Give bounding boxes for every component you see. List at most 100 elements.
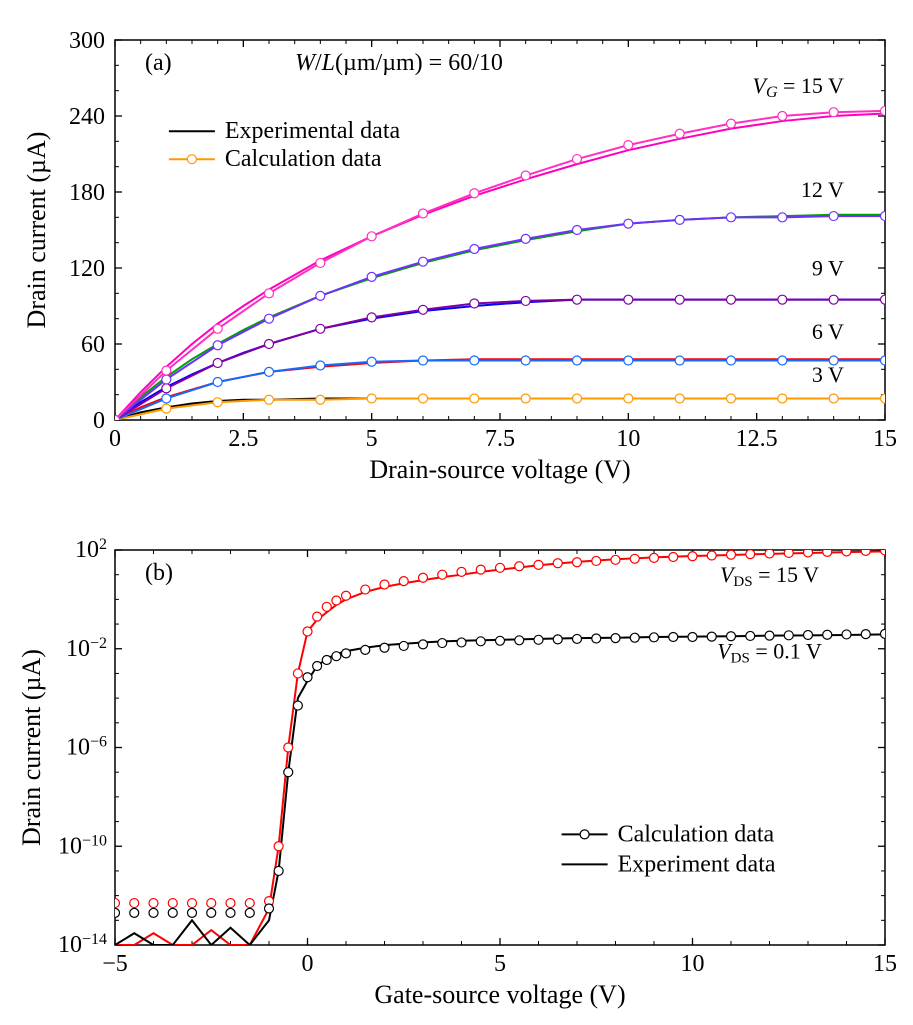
- series-marker-calc_9V: [829, 295, 838, 304]
- series-line-exp_12V: [115, 215, 885, 420]
- legend-marker: [580, 830, 589, 839]
- series-marker-calc_vds15: [611, 555, 620, 564]
- series-marker-calc_vds01: [284, 768, 293, 777]
- series-marker-calc_vds15: [284, 743, 293, 752]
- series-marker-calc_15V: [213, 324, 222, 333]
- series-marker-calc_vds15: [650, 553, 659, 562]
- series-marker-calc_12V: [265, 314, 274, 323]
- series-marker-calc_vds15: [342, 591, 351, 600]
- series-line-calc_6V: [115, 360, 885, 420]
- series-line-calc_12V: [115, 216, 885, 420]
- series-marker-calc_vds01: [226, 908, 235, 917]
- series-marker-calc_9V: [624, 295, 633, 304]
- series-marker-calc_6V: [367, 357, 376, 366]
- series-marker-calc_12V: [624, 219, 633, 228]
- series-marker-calc_vds15: [746, 550, 755, 559]
- series-marker-calc_vds15: [226, 899, 235, 908]
- series-marker-calc_3V: [624, 394, 633, 403]
- ytick-label: 10−6: [66, 734, 107, 761]
- series-marker-calc_vds15: [313, 612, 322, 621]
- panel-a-tag: (a): [145, 50, 172, 76]
- series-marker-calc_vds15: [515, 562, 524, 571]
- series-marker-calc_vds01: [111, 908, 120, 917]
- series-marker-calc_vds15: [727, 550, 736, 559]
- panel-b: −505101510−1410−1010−610−2102Gate-source…: [17, 536, 897, 1009]
- series-marker-calc_vds01: [245, 908, 254, 917]
- series-marker-calc_3V: [367, 394, 376, 403]
- series-marker-calc_vds15: [111, 899, 120, 908]
- series-marker-calc_15V: [829, 108, 838, 117]
- ytick-label: 180: [69, 180, 105, 206]
- series-marker-calc_vds01: [496, 636, 505, 645]
- series-marker-calc_9V: [470, 299, 479, 308]
- series-marker-calc_vds15: [496, 563, 505, 572]
- series-marker-calc_vds01: [130, 908, 139, 917]
- series-vg-label: 6 V: [812, 319, 844, 344]
- series-marker-calc_6V: [573, 356, 582, 365]
- series-marker-calc_9V: [521, 296, 530, 305]
- panel-b-plot: [111, 546, 890, 945]
- series-marker-calc_3V: [675, 394, 684, 403]
- series-marker-calc_vds15: [842, 547, 851, 556]
- series-marker-calc_vds01: [361, 645, 370, 654]
- series-marker-calc_vds01: [650, 633, 659, 642]
- series-marker-calc_vds15: [188, 899, 197, 908]
- panel-a-xlabel: Drain-source voltage (V): [369, 455, 630, 484]
- series-marker-calc_12V: [778, 213, 787, 222]
- series-marker-calc_6V: [778, 356, 787, 365]
- series-marker-calc_vds01: [303, 673, 312, 682]
- legend-label: Experimental data: [225, 118, 401, 144]
- series-marker-calc_3V: [573, 394, 582, 403]
- series-marker-calc_vds01: [274, 866, 283, 875]
- series-marker-calc_vds01: [881, 629, 890, 638]
- series-marker-calc_15V: [881, 106, 890, 115]
- series-marker-calc_3V: [829, 394, 838, 403]
- series-marker-calc_vds01: [573, 634, 582, 643]
- series-marker-calc_vds15: [274, 842, 283, 851]
- series-marker-calc_vds01: [265, 904, 274, 913]
- series-marker-calc_15V: [778, 112, 787, 121]
- series-marker-calc_6V: [419, 356, 428, 365]
- panel-a: 02.557.51012.515060120180240300Drain-sou…: [22, 28, 897, 484]
- series-marker-calc_12V: [367, 272, 376, 281]
- series-marker-calc_9V: [727, 295, 736, 304]
- xtick-label: 2.5: [228, 426, 258, 452]
- series-marker-calc_3V: [521, 394, 530, 403]
- series-marker-calc_12V: [829, 212, 838, 221]
- series-marker-calc_vds01: [207, 908, 216, 917]
- series-marker-calc_vds15: [361, 585, 370, 594]
- series-marker-calc_12V: [316, 291, 325, 300]
- series-marker-calc_vds01: [669, 632, 678, 641]
- series-marker-calc_vds15: [688, 552, 697, 561]
- series-marker-calc_vds15: [322, 602, 331, 611]
- series-marker-calc_vds15: [804, 548, 813, 557]
- series-marker-calc_12V: [727, 213, 736, 222]
- series-marker-calc_12V: [675, 215, 684, 224]
- series-line-exp_vds15: [115, 551, 885, 945]
- xtick-label: 5: [494, 951, 506, 977]
- series-marker-calc_6V: [881, 356, 890, 365]
- series-marker-calc_15V: [316, 258, 325, 267]
- series-marker-calc_6V: [316, 361, 325, 370]
- series-marker-calc_15V: [470, 189, 479, 198]
- figure-root: 02.557.51012.515060120180240300Drain-sou…: [0, 0, 913, 1025]
- series-marker-calc_vds15: [881, 546, 890, 555]
- series-marker-calc_vds15: [399, 577, 408, 586]
- series-marker-calc_6V: [162, 394, 171, 403]
- series-marker-calc_9V: [675, 295, 684, 304]
- series-marker-calc_3V: [727, 394, 736, 403]
- series-marker-calc_3V: [265, 395, 274, 404]
- series-marker-calc_3V: [778, 394, 787, 403]
- series-line-exp_6V: [115, 359, 885, 420]
- series-marker-calc_vds15: [553, 559, 562, 568]
- ytick-label: 10−10: [58, 832, 107, 859]
- series-vg-label: VG = 15 V: [753, 73, 845, 101]
- xtick-label: −5: [102, 951, 128, 977]
- ytick-label: 102: [75, 536, 107, 563]
- series-marker-calc_vds15: [303, 627, 312, 636]
- series-marker-calc_vds15: [573, 558, 582, 567]
- series-marker-calc_12V: [162, 375, 171, 384]
- series-marker-calc_vds15: [245, 899, 254, 908]
- xtick-label: 12.5: [736, 426, 778, 452]
- series-marker-calc_15V: [624, 141, 633, 150]
